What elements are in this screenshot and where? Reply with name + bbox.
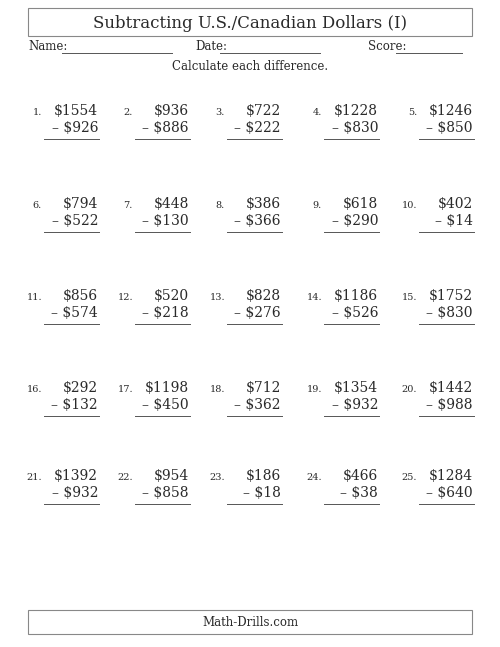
Text: – $932: – $932 [52, 486, 98, 500]
Text: – $858: – $858 [142, 486, 189, 500]
Text: – $830: – $830 [332, 121, 378, 135]
Text: – $362: – $362 [234, 398, 281, 412]
Text: 23.: 23. [210, 473, 225, 482]
Text: 17.: 17. [118, 385, 133, 394]
Text: 20.: 20. [402, 385, 417, 394]
Text: $1198: $1198 [145, 381, 189, 395]
Text: 11.: 11. [26, 293, 42, 302]
Text: 21.: 21. [26, 473, 42, 482]
Text: $1554: $1554 [54, 104, 98, 118]
Text: $1752: $1752 [429, 289, 473, 303]
Text: 7.: 7. [124, 201, 133, 210]
Text: 10.: 10. [402, 201, 417, 210]
Text: 15.: 15. [402, 293, 417, 302]
Text: 13.: 13. [210, 293, 225, 302]
Text: $186: $186 [246, 469, 281, 483]
Text: 16.: 16. [26, 385, 42, 394]
FancyBboxPatch shape [28, 610, 472, 634]
Text: $722: $722 [246, 104, 281, 118]
Text: – $366: – $366 [234, 214, 281, 228]
Text: – $38: – $38 [340, 486, 378, 500]
Text: $618: $618 [343, 197, 378, 211]
Text: $1442: $1442 [429, 381, 473, 395]
Text: – $886: – $886 [142, 121, 189, 135]
Text: 2.: 2. [124, 108, 133, 117]
Text: $1186: $1186 [334, 289, 378, 303]
Text: $1284: $1284 [429, 469, 473, 483]
Text: 12.: 12. [118, 293, 133, 302]
Text: 1.: 1. [32, 108, 42, 117]
Text: $856: $856 [63, 289, 98, 303]
Text: 3.: 3. [216, 108, 225, 117]
Text: 9.: 9. [313, 201, 322, 210]
Text: 8.: 8. [216, 201, 225, 210]
Text: 22.: 22. [118, 473, 133, 482]
Text: 6.: 6. [33, 201, 42, 210]
Text: 5.: 5. [408, 108, 417, 117]
Text: $1354: $1354 [334, 381, 378, 395]
Text: – $18: – $18 [243, 486, 281, 500]
Text: $466: $466 [343, 469, 378, 483]
Text: – $522: – $522 [52, 214, 98, 228]
Text: – $850: – $850 [426, 121, 473, 135]
Text: – $526: – $526 [332, 306, 378, 320]
Text: $1246: $1246 [429, 104, 473, 118]
Text: 24.: 24. [306, 473, 322, 482]
Text: – $926: – $926 [52, 121, 98, 135]
Text: Calculate each difference.: Calculate each difference. [172, 60, 328, 73]
Text: 19.: 19. [306, 385, 322, 394]
Text: – $574: – $574 [52, 306, 98, 320]
Text: $1228: $1228 [334, 104, 378, 118]
Text: – $276: – $276 [234, 306, 281, 320]
Text: $292: $292 [63, 381, 98, 395]
Text: – $130: – $130 [142, 214, 189, 228]
Text: Subtracting U.S./Canadian Dollars (I): Subtracting U.S./Canadian Dollars (I) [93, 14, 407, 32]
Text: – $218: – $218 [142, 306, 189, 320]
Text: – $222: – $222 [234, 121, 281, 135]
Text: 14.: 14. [306, 293, 322, 302]
Text: – $450: – $450 [142, 398, 189, 412]
Text: $712: $712 [246, 381, 281, 395]
Text: – $830: – $830 [426, 306, 473, 320]
Text: $520: $520 [154, 289, 189, 303]
Text: 18.: 18. [210, 385, 225, 394]
Text: 4.: 4. [312, 108, 322, 117]
Text: $954: $954 [154, 469, 189, 483]
Text: $936: $936 [154, 104, 189, 118]
Text: Math-Drills.com: Math-Drills.com [202, 617, 298, 630]
Text: $448: $448 [154, 197, 189, 211]
Text: $1392: $1392 [54, 469, 98, 483]
Text: $386: $386 [246, 197, 281, 211]
Text: $794: $794 [62, 197, 98, 211]
Text: $828: $828 [246, 289, 281, 303]
Text: Date:: Date: [195, 40, 227, 53]
FancyBboxPatch shape [28, 8, 472, 36]
Text: $402: $402 [438, 197, 473, 211]
Text: Score:: Score: [368, 40, 406, 53]
Text: – $932: – $932 [332, 398, 378, 412]
Text: – $640: – $640 [426, 486, 473, 500]
Text: 25.: 25. [402, 473, 417, 482]
Text: – $14: – $14 [435, 214, 473, 228]
Text: Name:: Name: [28, 40, 68, 53]
Text: – $988: – $988 [426, 398, 473, 412]
Text: – $290: – $290 [332, 214, 378, 228]
Text: – $132: – $132 [52, 398, 98, 412]
